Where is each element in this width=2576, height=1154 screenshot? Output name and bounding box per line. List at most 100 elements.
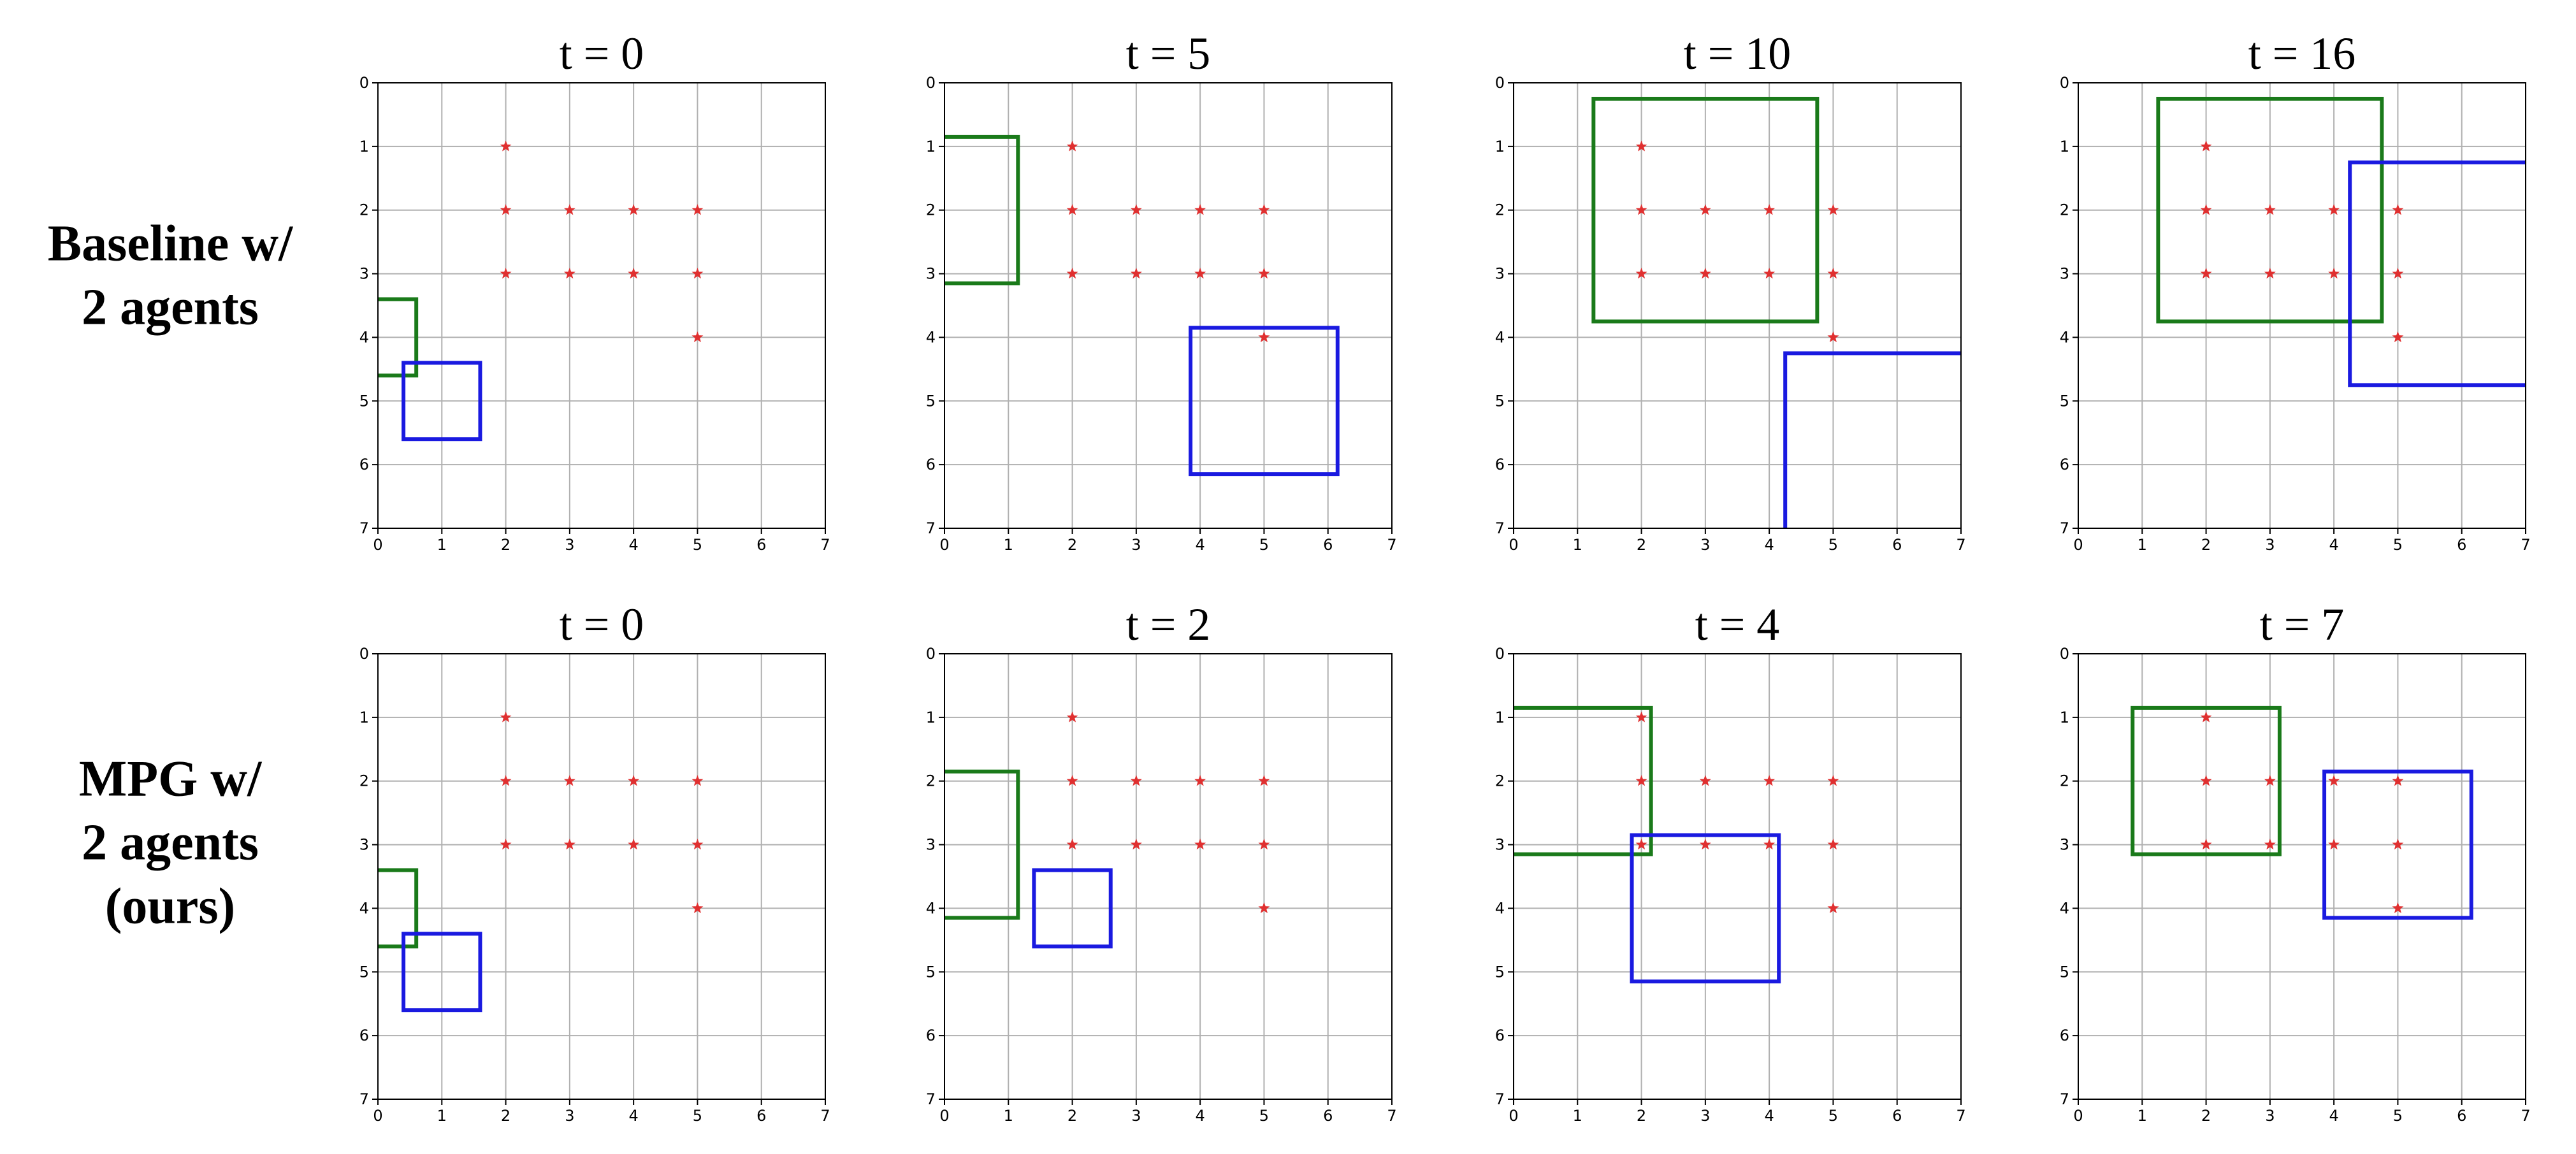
x-tick-label: 4 xyxy=(629,1107,639,1125)
y-tick-label: 4 xyxy=(926,328,936,346)
target-star xyxy=(1130,204,1142,215)
axes-frame xyxy=(2078,82,2526,529)
y-tick-label: 0 xyxy=(359,74,369,92)
y-tick-label: 5 xyxy=(359,392,369,410)
agent-box xyxy=(2348,160,2526,387)
target-star xyxy=(1699,204,1711,215)
y-tick-label: 0 xyxy=(1495,645,1505,663)
target-star xyxy=(628,775,640,786)
target-star xyxy=(2200,775,2212,786)
x-tick-label: 6 xyxy=(756,1107,766,1125)
target-star xyxy=(563,775,575,786)
row-label: (ours) xyxy=(105,878,235,934)
target-star xyxy=(500,775,512,786)
panel-title: t = 0 xyxy=(560,28,644,79)
target-star xyxy=(1066,839,1078,850)
target-star xyxy=(2328,204,2340,215)
target-star xyxy=(691,775,704,786)
x-tick-label: 0 xyxy=(939,1107,949,1125)
row-label: Baseline w/ xyxy=(48,215,294,271)
x-tick-label: 3 xyxy=(2265,536,2275,554)
axes-frame xyxy=(377,82,826,529)
target-star xyxy=(1066,268,1078,279)
x-tick-label: 1 xyxy=(2138,536,2147,554)
x-tick-label: 1 xyxy=(1004,1107,1013,1125)
target-star xyxy=(2264,775,2276,786)
target-star xyxy=(2200,839,2212,850)
y-tick-label: 3 xyxy=(1495,265,1505,283)
y-tick-label: 7 xyxy=(2060,519,2069,537)
y-tick-label: 1 xyxy=(1495,138,1505,155)
plot-area xyxy=(944,711,1270,949)
x-tick-label: 5 xyxy=(2393,1107,2403,1125)
y-tick-label: 1 xyxy=(359,709,369,726)
target-star xyxy=(1635,140,1647,152)
target-star xyxy=(1699,839,1711,850)
y-tick-label: 4 xyxy=(1495,328,1505,346)
x-tick-label: 7 xyxy=(1956,536,1965,554)
target-star xyxy=(2200,140,2212,152)
target-star xyxy=(1258,902,1270,914)
target-star xyxy=(1763,839,1776,850)
y-tick-label: 6 xyxy=(926,456,936,473)
y-tick-label: 0 xyxy=(926,645,936,663)
panel-title: t = 10 xyxy=(1684,28,1791,79)
target-star xyxy=(1194,268,1206,279)
y-tick-label: 3 xyxy=(926,836,936,854)
x-tick-label: 1 xyxy=(1004,536,1013,554)
y-tick-label: 0 xyxy=(2060,645,2069,663)
target-star xyxy=(691,204,704,215)
target-star xyxy=(1066,204,1078,215)
x-tick-label: 0 xyxy=(1509,1107,1518,1125)
target-star xyxy=(500,268,512,279)
target-star xyxy=(1635,268,1647,279)
target-star xyxy=(1763,775,1776,786)
plot-area xyxy=(378,711,704,1013)
y-tick-label: 0 xyxy=(2060,74,2069,92)
row-label: 2 agents xyxy=(82,814,259,870)
y-tick-label: 6 xyxy=(2060,1027,2069,1044)
target-star xyxy=(1635,204,1647,215)
panel-title: t = 4 xyxy=(1695,599,1780,650)
x-tick-label: 0 xyxy=(1509,536,1518,554)
panel-title: t = 2 xyxy=(1126,599,1211,650)
x-tick-label: 3 xyxy=(565,536,574,554)
target-star xyxy=(2392,902,2404,914)
x-tick-label: 2 xyxy=(501,536,510,554)
x-tick-label: 3 xyxy=(2265,1107,2275,1125)
x-tick-label: 7 xyxy=(1387,1107,1396,1125)
plot-area xyxy=(2131,705,2473,920)
x-tick-label: 1 xyxy=(437,1107,447,1125)
y-tick-label: 4 xyxy=(1495,899,1505,917)
target-star xyxy=(691,268,704,279)
x-tick-label: 5 xyxy=(693,1107,702,1125)
y-tick-label: 3 xyxy=(926,265,936,283)
y-tick-label: 4 xyxy=(2060,899,2069,917)
x-tick-label: 2 xyxy=(1637,1107,1646,1125)
x-tick-label: 0 xyxy=(939,536,949,554)
agent-box xyxy=(2131,705,2282,856)
agent-box xyxy=(2156,96,2384,324)
y-tick-label: 5 xyxy=(926,963,936,981)
x-tick-label: 6 xyxy=(2457,536,2466,554)
agent-box xyxy=(378,868,419,949)
y-tick-label: 7 xyxy=(359,1090,369,1108)
target-star xyxy=(2328,775,2340,786)
x-tick-label: 7 xyxy=(1956,1107,1965,1125)
target-star xyxy=(2264,839,2276,850)
x-tick-label: 3 xyxy=(565,1107,574,1125)
x-tick-label: 2 xyxy=(1637,536,1646,554)
target-star xyxy=(1699,775,1711,786)
x-tick-label: 4 xyxy=(1765,536,1774,554)
y-tick-label: 5 xyxy=(359,963,369,981)
target-star xyxy=(1258,839,1270,850)
x-tick-label: 7 xyxy=(820,536,830,554)
y-tick-label: 3 xyxy=(2060,836,2069,854)
